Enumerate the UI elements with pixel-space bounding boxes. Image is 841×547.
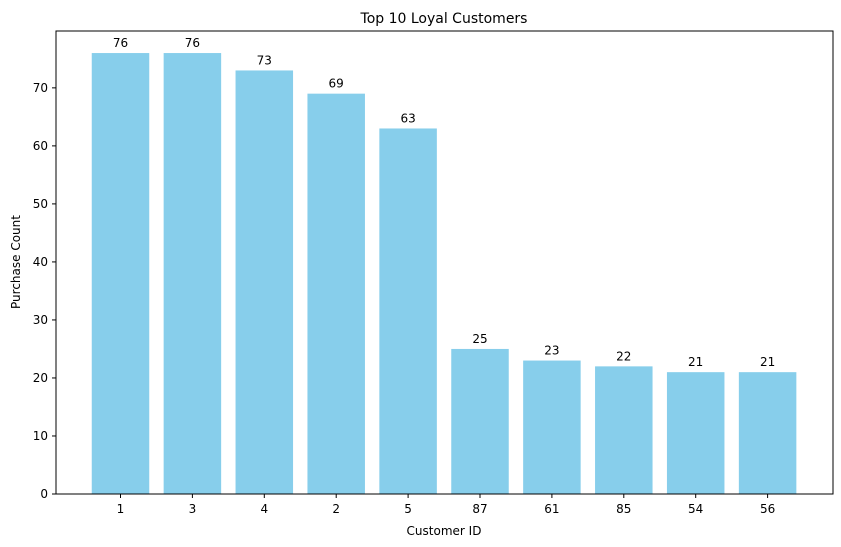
- y-tick-label: 30: [33, 313, 48, 327]
- data-label: 23: [544, 344, 559, 358]
- bar: [738, 372, 797, 494]
- x-tick-label: 1: [117, 502, 125, 516]
- data-label: 73: [257, 53, 272, 67]
- data-label: 69: [329, 77, 344, 91]
- y-tick-label: 60: [33, 139, 48, 153]
- x-tick-label: 3: [189, 502, 197, 516]
- bar: [163, 53, 222, 495]
- x-axis-label: Customer ID: [407, 524, 482, 538]
- y-tick-label: 0: [40, 487, 48, 501]
- x-tick-label: 85: [616, 502, 631, 516]
- y-tick-label: 10: [33, 429, 48, 443]
- plot-area: 76 1 76 3 73 4 69 2 63 5 25 87 23 61 22 85 21 54 21 56 0 10 20…: [33, 36, 797, 516]
- data-label: 21: [688, 355, 703, 369]
- x-tick-label: 54: [688, 502, 703, 516]
- y-tick-label: 50: [33, 197, 48, 211]
- data-label: 21: [760, 355, 775, 369]
- y-tick-label: 40: [33, 255, 48, 269]
- x-tick-label: 61: [544, 502, 559, 516]
- x-tick-label: 5: [404, 502, 412, 516]
- x-tick-label: 87: [472, 502, 487, 516]
- bar: [523, 360, 581, 494]
- bar: [379, 128, 437, 494]
- axes-frame: [55, 30, 834, 495]
- bar: [91, 53, 150, 495]
- data-label: 76: [185, 36, 200, 50]
- x-tick-label: 56: [760, 502, 775, 516]
- x-tick-label: 4: [260, 502, 268, 516]
- data-label: 76: [113, 36, 128, 50]
- y-axis-label: Purchase Count: [9, 215, 23, 309]
- y-tick-label: 70: [33, 81, 48, 95]
- bar: [451, 348, 509, 494]
- data-label: 22: [616, 349, 631, 363]
- bar: [595, 366, 653, 494]
- y-tick-label: 20: [33, 371, 48, 385]
- data-label: 25: [472, 332, 487, 346]
- data-label: 63: [400, 111, 415, 125]
- bar: [235, 70, 294, 494]
- x-tick-label: 2: [332, 502, 340, 516]
- bar: [666, 372, 725, 494]
- bar: [307, 93, 365, 494]
- chart-title: Top 10 Loyal Customers: [360, 11, 528, 27]
